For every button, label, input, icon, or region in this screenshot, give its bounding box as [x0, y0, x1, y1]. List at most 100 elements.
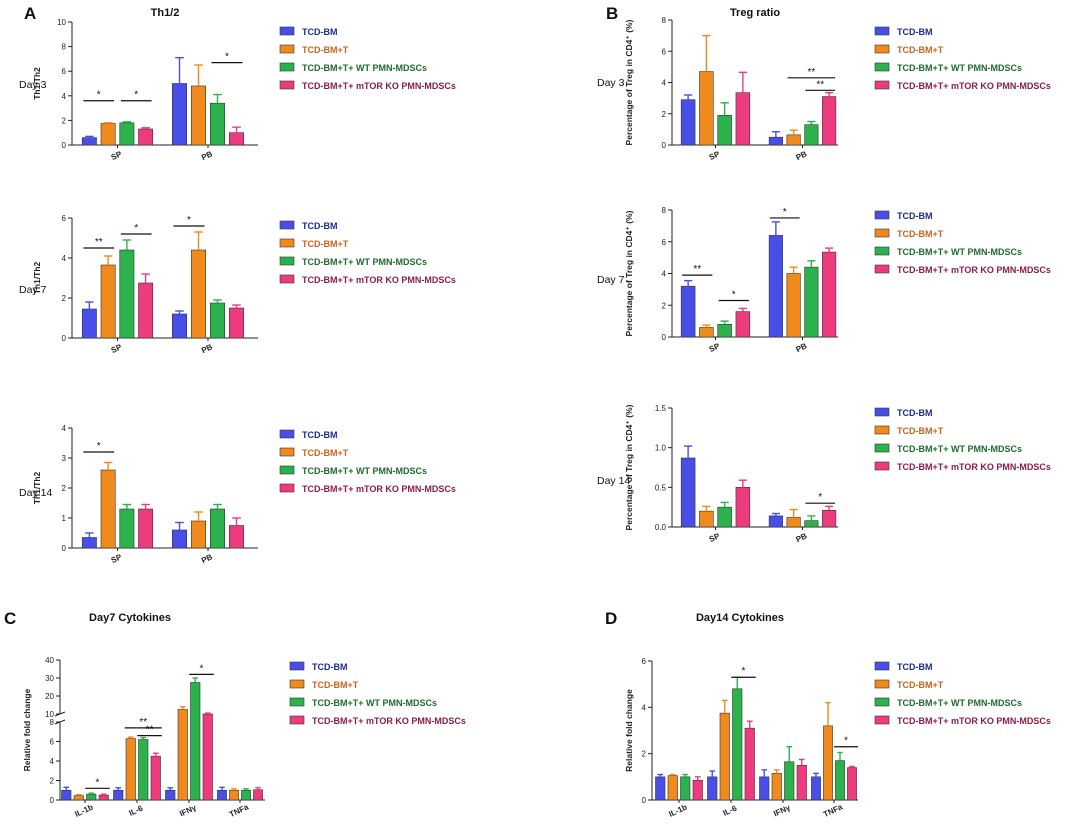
x-category-label: IL-1b	[667, 803, 688, 819]
legend-swatch	[289, 679, 305, 689]
bar	[61, 789, 72, 801]
legend-swatch	[279, 80, 295, 90]
bar	[73, 795, 84, 801]
bar	[784, 761, 795, 801]
x-category-label: PB	[795, 341, 809, 354]
x-category-label: PB	[200, 342, 214, 355]
bar	[835, 760, 845, 801]
significance-marker: *	[225, 52, 229, 63]
legend-swatch	[279, 26, 295, 36]
legend-label: TCD-BM	[312, 662, 348, 672]
bar	[171, 529, 188, 549]
bar	[229, 789, 239, 801]
bar	[209, 102, 226, 146]
bar	[707, 776, 718, 801]
bar	[680, 99, 696, 146]
bar	[113, 789, 124, 801]
legend: TCD-BM TCD-BM+T TCD-BM+T+ WT PMN-MDSCs TCD-…	[279, 429, 456, 494]
bar	[719, 712, 730, 801]
bar	[692, 780, 703, 801]
x-category-label: IFNγ	[178, 803, 198, 819]
panel-letter: C	[4, 609, 16, 628]
y-tick-label: 6	[62, 67, 67, 76]
bar	[811, 776, 821, 801]
legend-label: TCD-BM	[302, 27, 338, 37]
significance-marker: *	[732, 289, 736, 300]
y-tick-label: 10	[57, 18, 66, 27]
bar	[699, 510, 714, 528]
legend: TCD-BM TCD-BM+T TCD-BM+T+ WT PMN-MDSCs TCD-…	[289, 661, 466, 726]
legend-label: TCD-BM	[897, 211, 933, 221]
legend-label: TCD-BM+T+ mTOR KO PMN-MDSCs	[897, 716, 1051, 726]
legend-label: TCD-BM+T	[302, 45, 349, 55]
legend-swatch	[279, 447, 295, 457]
y-tick-label: 6	[62, 214, 67, 223]
bar	[680, 285, 696, 338]
panel-letter: A	[24, 4, 36, 23]
day-label: Day 7	[597, 274, 625, 286]
legend-swatch	[289, 715, 305, 725]
significance-marker: **	[693, 264, 701, 275]
bar	[125, 738, 136, 801]
y-tick-label: 8	[662, 206, 667, 215]
day-label: Day 7	[19, 284, 47, 296]
legend-label: TCD-BM+T	[897, 426, 944, 436]
legend-label: TCD-BM+T	[897, 680, 944, 690]
bar	[735, 487, 751, 528]
day-label: Day 3	[19, 79, 47, 91]
legend-swatch	[874, 228, 890, 238]
legend: TCD-BM TCD-BM+T TCD-BM+T+ WT PMN-MDSCs TCD-…	[874, 210, 1051, 275]
bar	[217, 789, 227, 801]
legend-label: TCD-BM+T+ mTOR KO PMN-MDSCs	[897, 81, 1051, 91]
panel-6: Day 14 0.0 0.5 1.0 1.5 Percentage of Treg in …	[597, 404, 1051, 544]
y-tick-label: 4	[50, 757, 55, 766]
y-tick-label: 1	[62, 514, 67, 523]
bar	[119, 122, 135, 146]
bar	[81, 537, 97, 549]
bar	[759, 776, 770, 801]
y-tick-label: 6	[642, 657, 647, 666]
legend-swatch	[279, 44, 295, 54]
legend-swatch	[874, 62, 890, 72]
y-tick-label: 20	[45, 692, 54, 701]
x-category-label: SP	[708, 531, 722, 544]
bar	[171, 313, 188, 339]
panel-4: B Treg ratio Day 3 0 2 4 6 8 Percentage of Treg …	[597, 4, 1051, 162]
legend-swatch	[874, 715, 890, 725]
x-category-label: IL-6	[128, 803, 145, 817]
significance-marker: *	[200, 663, 204, 674]
bar	[786, 273, 801, 338]
bar	[717, 323, 732, 338]
significance-marker: *	[187, 215, 191, 226]
bar	[138, 739, 149, 801]
significance-marker: *	[783, 207, 787, 218]
legend-label: TCD-BM+T	[302, 448, 349, 458]
significance-marker: *	[97, 90, 101, 101]
legend-swatch	[874, 26, 890, 36]
legend-label: TCD-BM+T+ WT PMN-MDSCs	[897, 247, 1022, 257]
y-tick-label: 1.0	[655, 444, 667, 453]
y-axis-label: Percentage of Treg in CD4⁺ (%)	[624, 19, 634, 145]
legend-label: TCD-BM+T+ WT PMN-MDSCs	[897, 63, 1022, 73]
legend-swatch	[279, 62, 295, 72]
x-category-label: PB	[795, 149, 809, 162]
significance-marker: *	[742, 666, 746, 677]
y-tick-label: 4	[62, 254, 67, 263]
panel-letter: B	[606, 4, 618, 23]
legend-label: TCD-BM+T+ WT PMN-MDSCs	[302, 257, 427, 267]
legend-label: TCD-BM+T+ WT PMN-MDSCs	[312, 698, 437, 708]
significance-marker: *	[97, 441, 101, 452]
legend-label: TCD-BM+T	[302, 239, 349, 249]
y-tick-label: 8	[62, 43, 67, 52]
significance-marker: *	[134, 223, 138, 234]
bar	[735, 311, 751, 338]
panel-7: C Day7 Cytokines 0 2 4 6 810 20 30 40 Relative fol…	[4, 609, 466, 819]
bar	[796, 764, 807, 801]
bar	[655, 776, 666, 801]
legend: TCD-BM TCD-BM+T TCD-BM+T+ WT PMN-MDSCs TCD-…	[874, 661, 1051, 726]
bar	[804, 520, 819, 528]
legend-label: TCD-BM+T+ mTOR KO PMN-MDSCs	[302, 275, 456, 285]
bar	[822, 251, 837, 338]
bar	[100, 469, 116, 549]
